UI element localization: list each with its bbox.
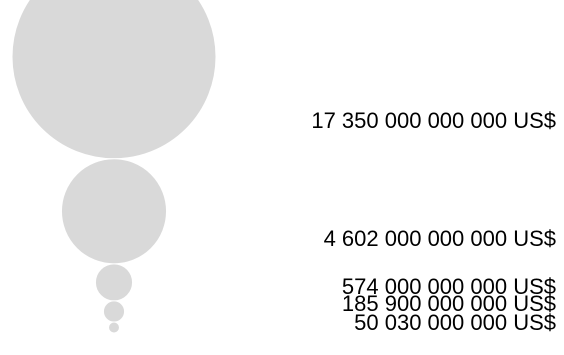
label-group: 17 350 000 000 000 US$ 4 602 000 000 000 … (311, 108, 556, 335)
bubble-2 (60, 158, 168, 265)
bubble-group (11, 0, 217, 334)
value-label-4: 185 900 000 000 US$ (342, 291, 556, 316)
value-label-2: 4 602 000 000 000 US$ (324, 226, 556, 251)
bubble-4 (102, 300, 126, 323)
value-label-1: 17 350 000 000 000 US$ (311, 108, 556, 133)
bubble-1 (11, 0, 217, 160)
bubble-5 (108, 321, 120, 334)
bubble-3 (94, 263, 134, 302)
value-label-5: 50 030 000 000 US$ (354, 310, 556, 335)
value-label-3: 574 000 000 000 US$ (342, 274, 556, 299)
